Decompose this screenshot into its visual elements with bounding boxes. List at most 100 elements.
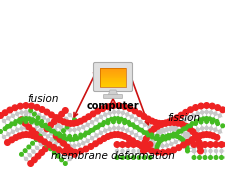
Circle shape [156,128,159,131]
Circle shape [173,140,176,143]
Circle shape [39,143,42,146]
Circle shape [68,157,71,160]
Circle shape [122,119,126,122]
Circle shape [119,117,122,121]
Circle shape [196,142,201,147]
Circle shape [62,134,66,137]
Circle shape [162,120,168,126]
FancyBboxPatch shape [99,79,126,80]
Circle shape [128,123,131,126]
Circle shape [186,126,192,132]
Circle shape [13,122,17,125]
Circle shape [192,105,198,110]
Circle shape [201,142,207,147]
Circle shape [2,110,8,115]
Circle shape [192,132,198,138]
Circle shape [102,121,105,124]
Circle shape [192,149,195,153]
Circle shape [223,142,225,147]
Circle shape [189,129,195,134]
Circle shape [192,149,195,153]
Circle shape [51,138,54,141]
Circle shape [196,144,202,149]
Circle shape [171,128,174,131]
Circle shape [46,135,49,138]
Circle shape [188,124,191,128]
Circle shape [14,120,18,123]
Circle shape [141,142,147,147]
Circle shape [213,135,219,140]
Circle shape [20,132,26,138]
Circle shape [67,150,72,155]
Circle shape [81,126,84,129]
Circle shape [147,125,150,129]
Text: fission: fission [167,113,200,123]
Circle shape [151,127,155,130]
Circle shape [29,128,35,133]
Circle shape [91,128,94,132]
Circle shape [34,138,38,141]
Circle shape [140,144,146,149]
Circle shape [73,144,76,147]
Circle shape [165,119,171,125]
Circle shape [122,134,127,139]
Circle shape [178,138,181,141]
Circle shape [86,114,91,119]
Circle shape [34,134,39,140]
Circle shape [39,107,45,112]
Circle shape [148,149,151,153]
Circle shape [160,129,163,132]
Circle shape [204,117,207,120]
Circle shape [11,130,14,133]
Circle shape [133,125,136,129]
Circle shape [94,134,98,137]
FancyBboxPatch shape [99,85,126,86]
Circle shape [33,132,39,137]
Circle shape [162,136,165,139]
Circle shape [57,137,62,143]
Circle shape [190,122,193,125]
Circle shape [202,156,206,159]
Circle shape [73,128,76,131]
Circle shape [214,149,217,153]
Circle shape [54,128,56,131]
Circle shape [20,153,23,156]
Circle shape [88,144,93,149]
Circle shape [22,121,28,126]
Circle shape [141,140,147,145]
Circle shape [94,118,98,121]
Circle shape [68,114,71,117]
Circle shape [182,119,185,122]
FancyBboxPatch shape [99,84,126,85]
Circle shape [33,128,36,131]
Circle shape [94,108,100,114]
Circle shape [45,126,49,130]
Circle shape [68,148,73,153]
Circle shape [58,133,61,136]
Circle shape [90,121,93,124]
Circle shape [184,145,188,148]
Circle shape [182,135,185,138]
Circle shape [13,135,18,140]
Circle shape [191,114,194,117]
Circle shape [79,133,82,137]
Circle shape [120,149,124,153]
Circle shape [6,125,9,128]
Circle shape [193,122,196,125]
Circle shape [27,117,31,121]
Circle shape [138,143,144,149]
Circle shape [111,132,117,137]
Circle shape [206,132,212,138]
Circle shape [68,135,71,138]
Circle shape [189,140,193,143]
Circle shape [68,144,71,147]
Circle shape [137,128,141,132]
Circle shape [213,112,216,115]
Circle shape [117,111,119,114]
Circle shape [131,108,137,114]
Polygon shape [108,90,117,96]
Circle shape [56,147,61,153]
Circle shape [70,121,76,126]
Circle shape [52,130,55,133]
Circle shape [178,129,181,132]
